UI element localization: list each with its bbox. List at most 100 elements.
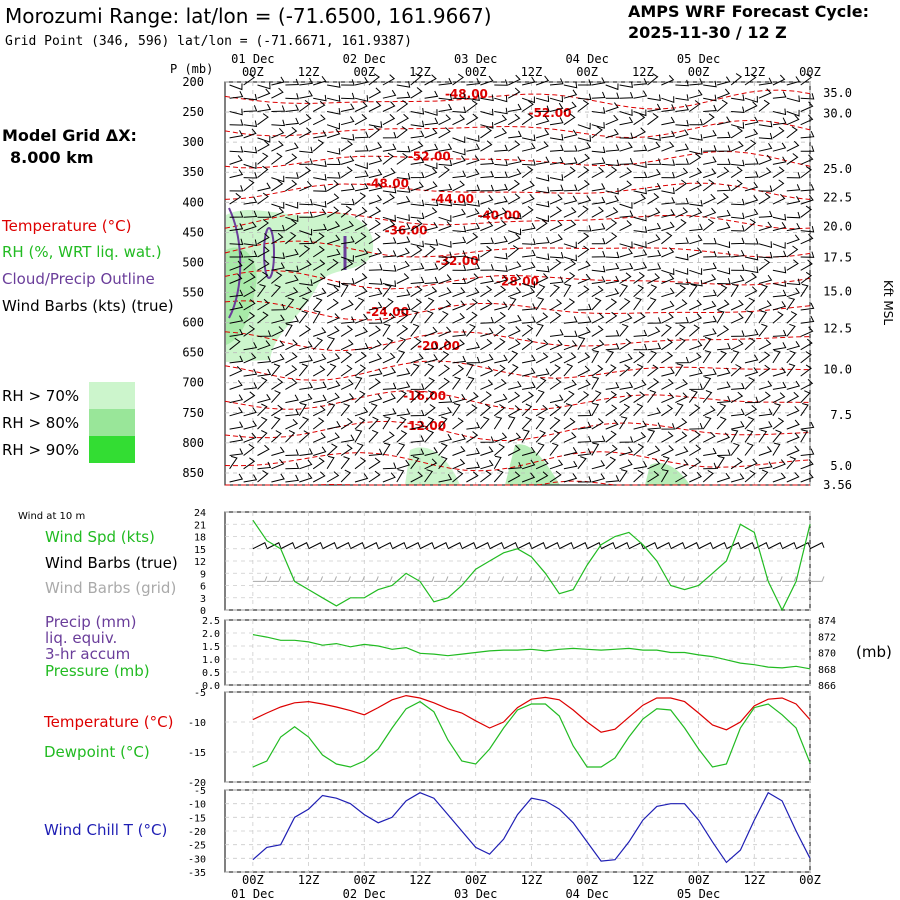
- wind-barb: [591, 250, 606, 258]
- wind-barb: [368, 232, 381, 245]
- wind-barb: [341, 134, 355, 141]
- bottom-day-label: 01 Dec: [231, 887, 274, 900]
- wind-barb: [313, 185, 327, 192]
- wind-barb: [786, 184, 801, 192]
- wind-barb: [354, 192, 367, 205]
- wind-barb: [257, 284, 267, 297]
- wind-barb: [507, 245, 520, 258]
- wind-barb: [605, 232, 618, 245]
- wind-barb-true: [712, 542, 727, 550]
- wind-barb: [271, 446, 285, 456]
- wind-barb: [326, 403, 336, 417]
- wind-barb: [438, 114, 452, 126]
- wind-barb: [521, 113, 534, 126]
- wind-barb: [772, 156, 787, 165]
- wind-barb: [577, 179, 590, 192]
- wind-barb: [382, 250, 397, 258]
- legend-rh90: RH > 90%: [2, 441, 79, 459]
- wind-barb: [257, 430, 268, 443]
- wind-barb: [772, 91, 787, 99]
- wind-barb: [396, 337, 407, 351]
- wind-barb: [285, 378, 298, 390]
- temperature-contour-line: [225, 480, 810, 486]
- wind-barb: [285, 462, 300, 470]
- wind-barb: [368, 142, 383, 152]
- wind-barb: [563, 330, 578, 337]
- wind-barb-grid: [420, 576, 435, 582]
- wind-barb: [229, 90, 244, 99]
- wind-barb: [744, 470, 756, 483]
- top-hour-label: 12Z: [409, 65, 431, 79]
- wind-barb: [326, 148, 341, 155]
- wind-barb: [633, 432, 647, 443]
- wind-barb: [730, 442, 740, 456]
- wind-barb: [312, 471, 326, 483]
- wind-barb: [480, 140, 493, 152]
- wind-barb: [549, 416, 561, 430]
- wind-barb: [688, 283, 698, 297]
- wind-barb: [396, 311, 409, 324]
- wind-barb: [340, 351, 353, 364]
- windchill-tick-label: -35: [188, 868, 206, 879]
- wind-barb: [257, 211, 272, 218]
- wind-barb: [354, 248, 369, 258]
- wind-barb: [731, 106, 745, 113]
- wind-barb: [521, 403, 533, 417]
- wind-barb: [285, 126, 298, 139]
- wind-barb: [368, 325, 381, 337]
- wind-barbs-grid-label: Wind Barbs (grid): [45, 579, 176, 597]
- wind-barb: [271, 105, 286, 112]
- wind-barb: [521, 287, 536, 298]
- wind-barb: [744, 286, 758, 298]
- wind-barb: [633, 351, 645, 364]
- wind-barb: [382, 101, 396, 112]
- wind-barb: [786, 153, 799, 165]
- wind-barb: [744, 181, 759, 192]
- top-day-label: 01 Dec: [231, 52, 274, 66]
- wind-barb: [354, 351, 367, 364]
- wind-barb: [466, 311, 478, 324]
- wind-barb: [494, 311, 506, 324]
- temperature-contour-line: [224, 211, 811, 230]
- wind-barb: [452, 339, 465, 351]
- wind-barb-grid: [433, 576, 449, 582]
- top-day-label: 05 Dec: [677, 52, 720, 66]
- wind-barb: [563, 271, 576, 284]
- wind-barb: [661, 75, 675, 86]
- wind-barb: [299, 127, 312, 139]
- station-title: Morozumi Range: lat/lon = (-71.6500, 161…: [5, 4, 492, 28]
- wind-barb: [703, 207, 717, 218]
- wind-barb: [299, 77, 313, 86]
- wind-barb: [800, 165, 812, 178]
- wind-barb: [605, 207, 619, 218]
- wind-barb: [410, 171, 425, 179]
- wind-barb-true: [809, 542, 825, 550]
- wind-barb: [605, 83, 619, 91]
- wind-barb: [354, 101, 368, 112]
- wind-barb: [424, 447, 439, 456]
- wind-barb: [633, 214, 647, 222]
- wind-barb: [619, 241, 633, 249]
- wind-barb-grid: [266, 576, 282, 582]
- wind-barb: [466, 135, 480, 142]
- wind-barb: [744, 238, 759, 245]
- wind-barb: [410, 409, 425, 417]
- temperature-line: [252, 694, 811, 733]
- wind-barb: [313, 208, 327, 218]
- wind-barb: [271, 224, 286, 232]
- top-hour-label: 00Z: [353, 65, 375, 79]
- wind-barb: [507, 233, 521, 245]
- wind-barb: [410, 337, 422, 351]
- wind-barb: [535, 141, 549, 152]
- wind-barb: [271, 473, 285, 483]
- wind-barb: [591, 376, 600, 390]
- wind-barb: [298, 402, 307, 417]
- wind-barb: [229, 407, 243, 417]
- wind-barb: [605, 251, 620, 259]
- wind-barb: [521, 459, 536, 470]
- wind-barb: [507, 364, 519, 377]
- wind-barb: [702, 179, 715, 192]
- wind-barb: [396, 408, 411, 417]
- wind-barb: [229, 315, 244, 324]
- wind-barb: [271, 152, 283, 165]
